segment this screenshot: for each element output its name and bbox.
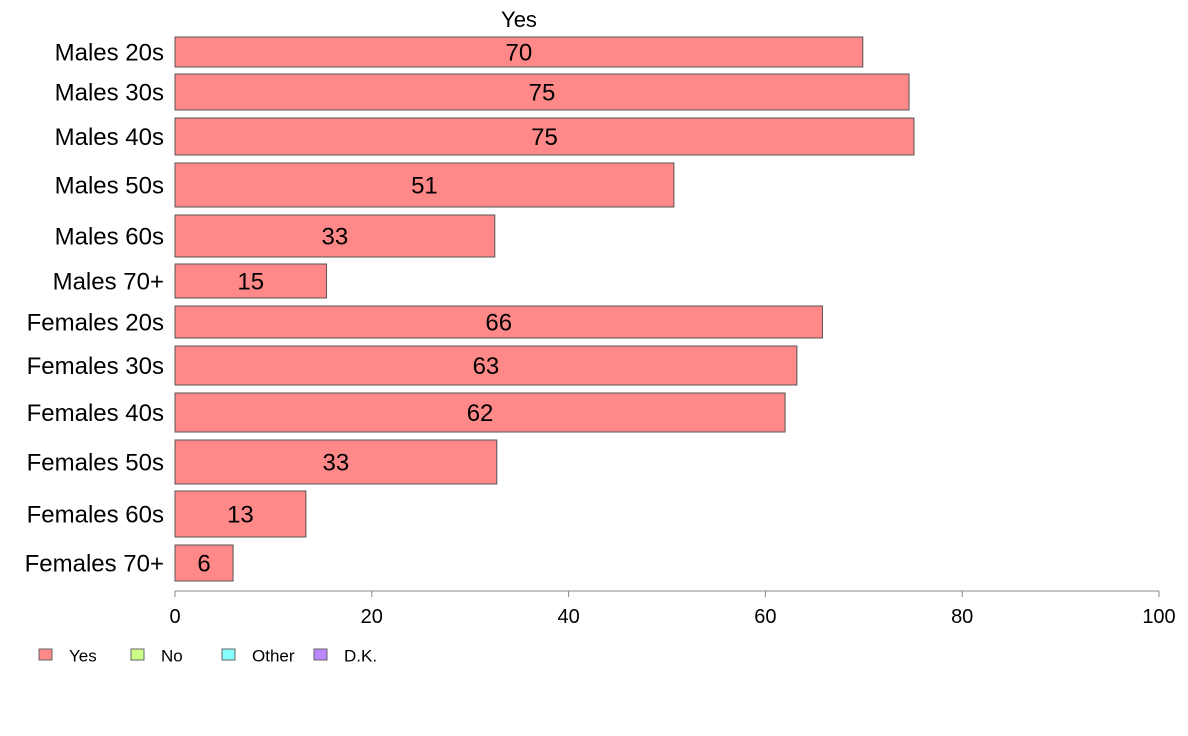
category-label: Males 50s [55,173,164,200]
legend-swatch [130,648,145,661]
bar [174,439,498,485]
legend-label: Yes [69,647,97,666]
bar-value-label: 51 [411,173,438,200]
category-label: Females 60s [27,502,164,529]
legend-swatch [313,648,328,661]
category-label: Females 70+ [25,551,164,578]
bar-value-label: 33 [322,224,349,251]
bar-value-label: 62 [467,400,494,427]
bar [174,392,786,433]
bar [174,490,307,538]
legend-swatch [38,648,53,661]
category-label: Males 70+ [53,269,164,296]
bar-value-label: 70 [506,40,533,67]
x-tick-label: 40 [557,606,579,628]
bar [174,162,675,208]
category-label: Females 40s [27,400,164,427]
bar-value-label: 75 [529,80,556,107]
legend-label: No [161,647,183,666]
x-tick-label: 100 [1142,606,1175,628]
bar-value-label: 75 [531,124,558,151]
x-tick-label: 0 [169,606,180,628]
bar-value-label: 66 [485,310,512,337]
bar [174,117,915,156]
category-label: Males 20s [55,40,164,67]
bar [174,263,328,299]
bar-value-label: 15 [237,269,264,296]
bar-value-label: 63 [473,353,500,380]
bar [174,73,910,111]
panel-title: Yes [501,7,537,32]
category-label: Females 30s [27,353,164,380]
x-axis: 0 20 40 60 80 100 [169,590,1176,628]
x-tick-label: 20 [361,606,383,628]
bar [174,36,864,68]
legend-label: D.K. [344,647,377,666]
legend-label: Other [252,647,295,666]
bar-value-label: 33 [323,450,350,477]
category-labels: Males 20s Males 30s Males 40s Males 50s Male… [25,40,164,578]
bar [174,345,798,386]
category-label: Males 60s [55,224,164,251]
x-tick-label: 60 [754,606,776,628]
bar-value-labels: 70 75 75 51 33 15 66 63 62 33 13 6 [197,40,557,578]
category-label: Males 30s [55,80,164,107]
x-tick-label: 80 [951,606,973,628]
bar [174,305,823,339]
category-label: Females 50s [27,450,164,477]
bar [174,544,234,582]
bar [174,214,496,258]
bar-value-label: 6 [197,551,210,578]
category-label: Males 40s [55,124,164,151]
bars [174,36,915,582]
legend: Yes No Other D.K. [38,647,377,666]
legend-swatch [221,648,236,661]
bar-value-label: 13 [227,502,254,529]
category-label: Females 20s [27,310,164,337]
